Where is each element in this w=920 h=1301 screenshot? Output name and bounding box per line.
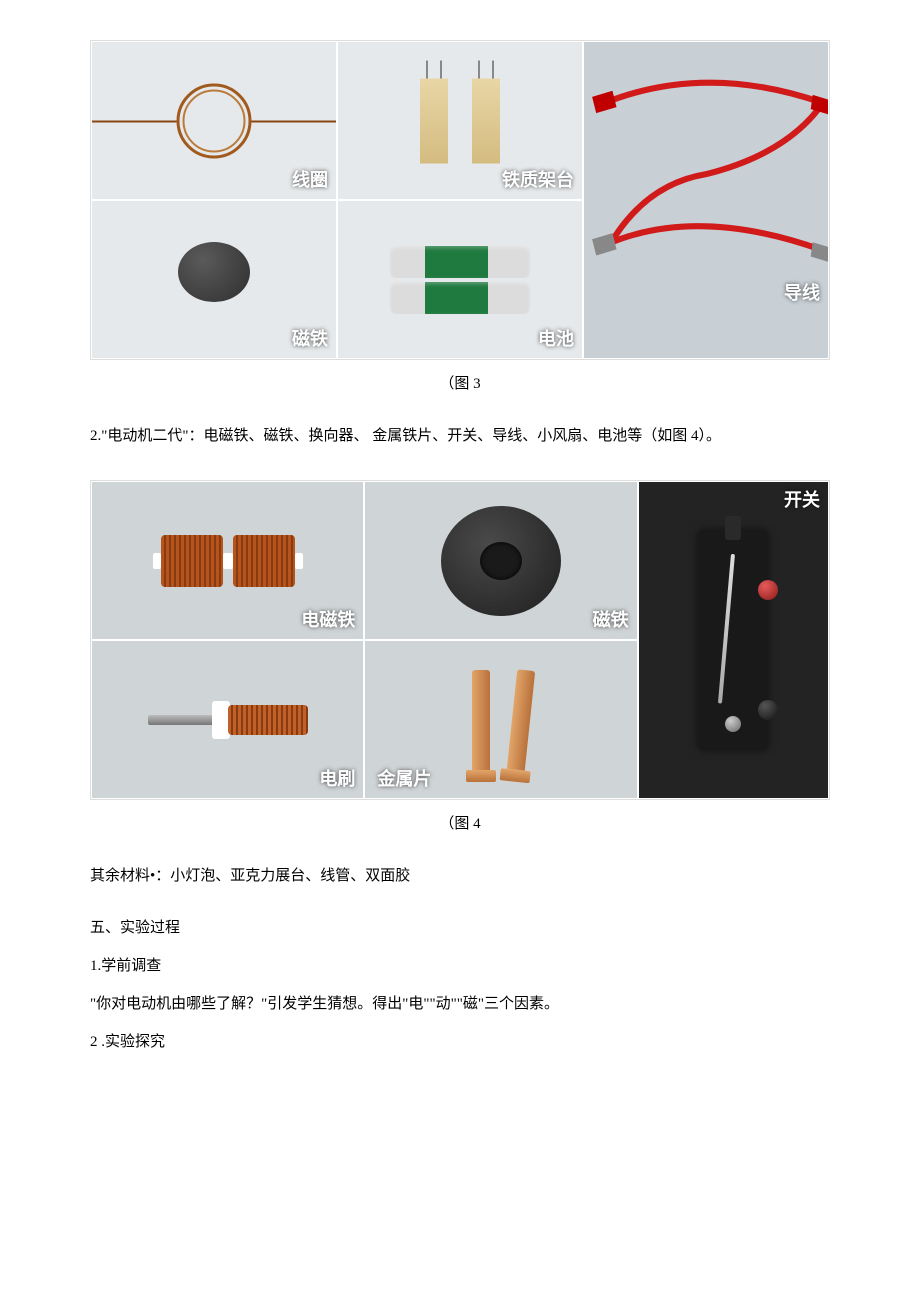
fig4-cell-metal-strip: 金属片 (364, 640, 637, 799)
electromagnet-illustration (161, 535, 295, 587)
other-materials-paragraph: 其余材料•：小灯泡、亚克力展台、线管、双面胶 (90, 864, 830, 888)
figure-3-caption: （图 3 (90, 372, 830, 396)
motor-gen2-paragraph: 2."电动机二代"：电磁铁、磁铁、换向器、 金属铁片、开关、导线、小风扇、电池等… (90, 424, 830, 448)
figure-4-grid: 电磁铁 磁铁 开关 电刷 金属片 (90, 480, 830, 800)
fig3-cell-wire-top: 导线 (583, 41, 829, 359)
step-1-title: 1.学前调查 (90, 954, 830, 978)
disc-magnet-illustration (178, 242, 250, 302)
fig3-cell-stand: 铁质架台 (337, 41, 583, 200)
metal-strip-illustration (472, 670, 530, 770)
fig4-cell-electromagnet: 电磁铁 (91, 481, 364, 640)
fig4-label-switch: 开关 (784, 486, 820, 515)
coil-illustration (177, 83, 252, 158)
fig4-cell-brush: 电刷 (91, 640, 364, 799)
fig4-label-electromagnet: 电磁铁 (301, 606, 355, 635)
fig3-label-magnet: 磁铁 (292, 325, 328, 354)
fig3-cell-battery: 电池 (337, 200, 583, 359)
figure-4-caption: （图 4 (90, 812, 830, 836)
fig3-cell-magnet: 磁铁 (91, 200, 337, 359)
brush-illustration (148, 695, 308, 745)
step-1-body: "你对电动机由哪些了解？"引发学生猜想。得出"电""动""磁"三个因素。 (90, 992, 830, 1016)
battery-illustration (390, 242, 530, 318)
fig3-label-battery: 电池 (538, 325, 574, 354)
fig4-cell-ring-magnet: 磁铁 (364, 481, 637, 640)
fig4-label-brush: 电刷 (319, 765, 355, 794)
switch-illustration (698, 530, 768, 750)
fig3-cell-coil: 线圈 (91, 41, 337, 200)
fig3-label-coil: 线圈 (292, 166, 328, 195)
fig3-label-stand: 铁质架台 (502, 166, 574, 195)
step-2-title: 2 .实验探究 (90, 1030, 830, 1054)
stand-illustration (420, 78, 500, 163)
alligator-wires-icon (584, 42, 828, 359)
fig4-cell-switch: 开关 (638, 481, 829, 799)
fig3-label-lead: 导线 (784, 279, 820, 308)
ring-magnet-illustration (441, 506, 561, 616)
fig4-label-ring-magnet: 磁铁 (593, 606, 629, 635)
section-5-title: 五、实验过程 (90, 916, 830, 940)
figure-3-grid: 线圈 铁质架台 导线 磁铁 电池 (90, 40, 830, 360)
fig4-label-metal-strip: 金属片 (377, 765, 431, 794)
